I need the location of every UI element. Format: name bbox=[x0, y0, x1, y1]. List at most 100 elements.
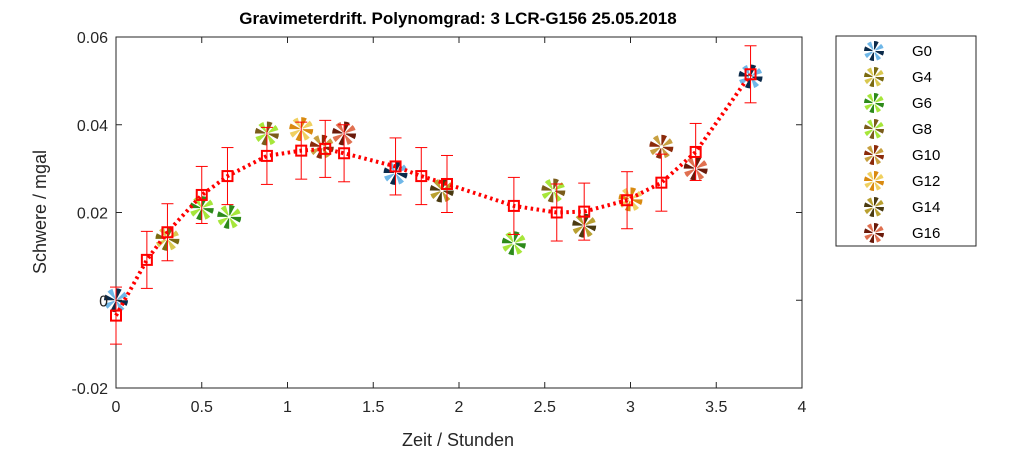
legend-label: G0 bbox=[912, 43, 932, 60]
marker-wedge bbox=[104, 300, 116, 309]
marker-wedge bbox=[869, 103, 874, 113]
marker-wedge bbox=[344, 125, 356, 134]
marker-wedge bbox=[874, 222, 879, 233]
marker-wedge bbox=[220, 205, 230, 217]
x-axis-label: Zeit / Stunden bbox=[402, 430, 514, 450]
marker-wedge bbox=[229, 204, 235, 217]
marker-wedge bbox=[874, 207, 882, 217]
legend-item: G16 bbox=[864, 222, 940, 243]
marker-wedge bbox=[547, 190, 554, 203]
marker-wedge bbox=[335, 122, 345, 134]
marker-wedge bbox=[864, 103, 874, 111]
marker-wedge bbox=[649, 141, 662, 147]
marker-wedge bbox=[874, 173, 884, 181]
marker-wedge bbox=[513, 243, 523, 255]
marker-wedge bbox=[332, 127, 345, 134]
marker-wedge bbox=[661, 146, 674, 153]
marker-wedge bbox=[874, 77, 884, 82]
data-point-g16 bbox=[683, 156, 708, 181]
legend-marker bbox=[864, 145, 884, 165]
marker-wedge bbox=[874, 93, 879, 103]
legend-label: G8 bbox=[912, 121, 932, 138]
legend-marker bbox=[864, 222, 884, 243]
marker-wedge bbox=[505, 231, 514, 244]
marker-wedge bbox=[866, 171, 874, 181]
marker-center bbox=[872, 75, 876, 79]
marker-wedge bbox=[441, 190, 454, 197]
marker-wedge bbox=[649, 146, 662, 156]
marker-wedge bbox=[874, 145, 879, 155]
marker-wedge bbox=[255, 133, 267, 143]
y-axis-label: Schwere / mgal bbox=[30, 150, 50, 274]
marker-wedge bbox=[217, 211, 230, 217]
marker-wedge bbox=[338, 133, 345, 146]
x-tick-label: 3.5 bbox=[705, 399, 727, 416]
marker-wedge bbox=[301, 120, 313, 130]
marker-wedge bbox=[389, 173, 396, 186]
marker-center bbox=[551, 188, 555, 193]
marker-wedge bbox=[301, 117, 307, 130]
marker-wedge bbox=[553, 178, 559, 191]
marker-wedge bbox=[864, 155, 874, 163]
x-tick-label: 1.5 bbox=[362, 399, 384, 416]
y-tick-label: -0.02 bbox=[72, 381, 109, 398]
marker-wedge bbox=[441, 190, 451, 203]
legend-label: G14 bbox=[912, 199, 940, 216]
fit-point bbox=[389, 160, 402, 173]
marker-wedge bbox=[344, 133, 357, 140]
marker-wedge bbox=[864, 46, 874, 51]
marker-wedge bbox=[874, 155, 882, 165]
marker-wedge bbox=[661, 146, 670, 159]
marker-wedge bbox=[864, 228, 874, 233]
legend-item: G14 bbox=[864, 197, 940, 217]
marker-wedge bbox=[874, 43, 884, 51]
marker-wedge bbox=[690, 168, 696, 181]
marker-wedge bbox=[695, 160, 708, 169]
marker-wedge bbox=[874, 119, 879, 129]
marker-wedge bbox=[502, 243, 514, 252]
fit-point bbox=[338, 147, 351, 160]
legend-label: G16 bbox=[912, 225, 940, 242]
marker-center bbox=[872, 231, 876, 235]
marker-wedge bbox=[344, 133, 353, 145]
y-axis: -0.02 0 0.02 0.04 0.06 bbox=[72, 30, 802, 398]
marker-wedge bbox=[866, 93, 874, 103]
marker-wedge bbox=[161, 238, 168, 251]
marker-wedge bbox=[695, 156, 702, 169]
fit-point bbox=[221, 170, 234, 183]
legend-label: G4 bbox=[912, 69, 932, 86]
marker-wedge bbox=[864, 150, 874, 155]
legend-item: G6 bbox=[864, 93, 932, 113]
marker-wedge bbox=[866, 223, 874, 233]
marker-wedge bbox=[874, 129, 882, 139]
marker-wedge bbox=[429, 184, 442, 191]
marker-wedge bbox=[874, 103, 884, 108]
marker-wedge bbox=[229, 208, 241, 217]
legend-label: G10 bbox=[912, 147, 940, 164]
legend-label: G12 bbox=[912, 173, 940, 190]
fit-point bbox=[260, 149, 273, 162]
x-axis: 0 0.5 1 1.5 2 2.5 3 3.5 4 bbox=[112, 37, 807, 416]
marker-wedge bbox=[196, 208, 202, 221]
marker-wedge bbox=[874, 181, 882, 191]
legend-item: G0 bbox=[864, 41, 932, 61]
fit-point bbox=[689, 145, 702, 158]
marker-wedge bbox=[572, 225, 585, 235]
marker-wedge bbox=[738, 70, 751, 77]
marker-wedge bbox=[332, 133, 345, 143]
marker-wedge bbox=[584, 225, 597, 232]
fit-point bbox=[110, 309, 122, 322]
fit-point bbox=[140, 253, 153, 266]
marker-wedge bbox=[201, 208, 211, 220]
marker-wedge bbox=[223, 216, 230, 229]
legend: G0 G4 G6 G8 G10 G12 G14 G16 bbox=[835, 35, 977, 247]
x-tick-label: 2.5 bbox=[534, 399, 556, 416]
marker-wedge bbox=[874, 41, 879, 51]
marker-wedge bbox=[266, 133, 279, 140]
marker-wedge bbox=[289, 129, 302, 138]
marker-wedge bbox=[116, 291, 128, 301]
marker-center bbox=[872, 179, 876, 183]
marker-wedge bbox=[584, 217, 596, 226]
marker-wedge bbox=[869, 233, 874, 243]
